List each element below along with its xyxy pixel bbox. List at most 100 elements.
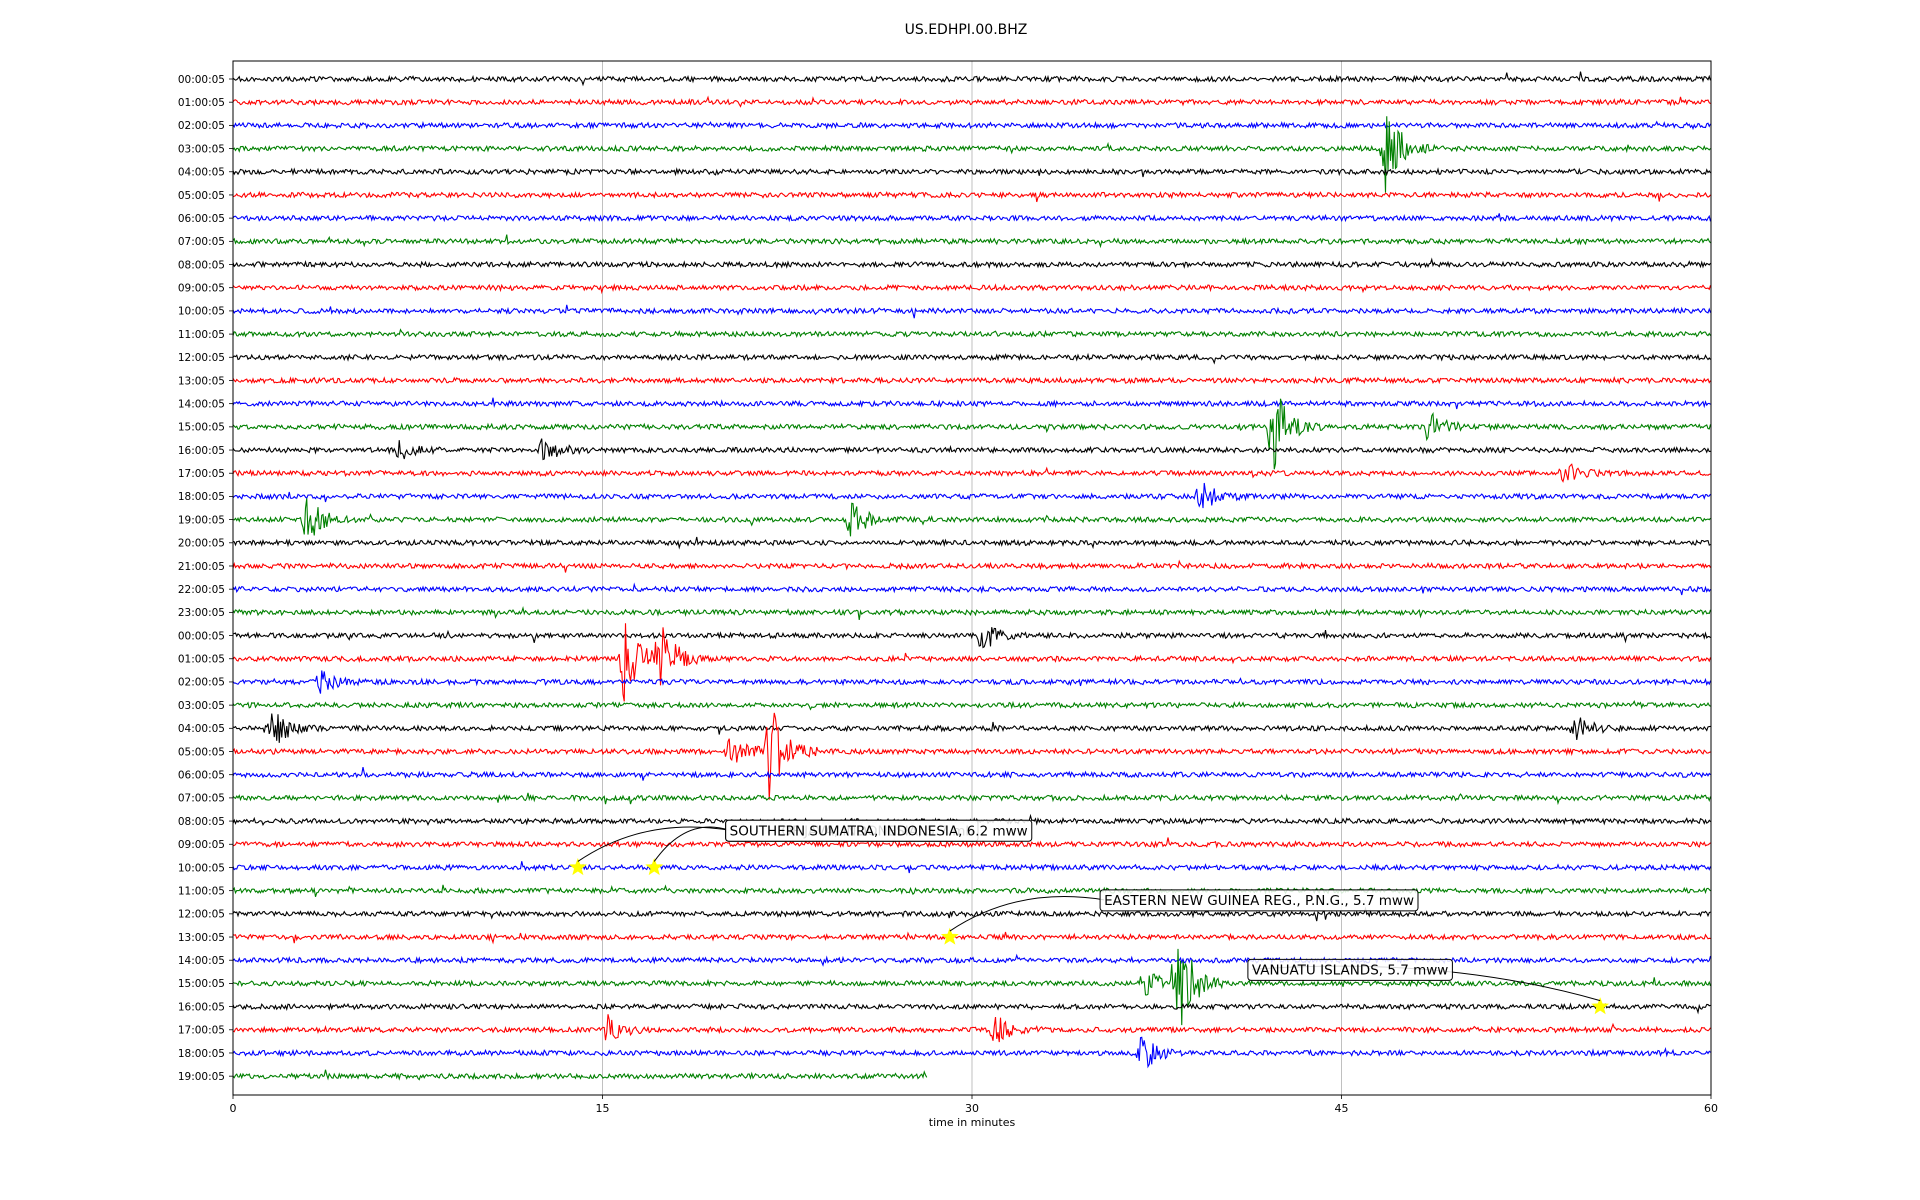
x-axis-title: time in minutes [929, 1116, 1016, 1129]
row-time-label: 04:00:05 [178, 723, 225, 735]
trace-row [232, 398, 1712, 470]
row-time-label: 05:00:05 [178, 190, 225, 202]
row-time-label: 05:00:05 [178, 746, 225, 758]
trace-row [232, 1014, 1711, 1043]
x-axis-ticks: 0 15 30 45 60 [230, 1095, 1718, 1115]
x-tick-label: 60 [1704, 1102, 1718, 1115]
trace-row [232, 304, 1712, 319]
row-time-label: 06:00:05 [178, 213, 225, 225]
trace-row [232, 71, 1712, 87]
row-time-label: 22:00:05 [178, 584, 225, 596]
row-time-label: 00:00:05 [178, 630, 225, 642]
row-time-label: 15:00:05 [178, 978, 225, 990]
chart-title: US.EDHPI.00.BHZ [905, 22, 1028, 38]
row-time-label: 16:00:05 [178, 445, 225, 457]
row-time-label: 14:00:05 [178, 955, 225, 967]
trace-row [232, 1036, 1711, 1069]
trace-row [232, 397, 1711, 410]
trace-row [232, 536, 1711, 550]
row-time-label: 01:00:05 [178, 654, 225, 666]
annotation-text: VANUATU ISLANDS, 5.7 mww [1252, 962, 1448, 978]
trace-row [232, 120, 1711, 131]
event-star-icon [568, 858, 587, 876]
x-tick-label: 30 [965, 1102, 979, 1115]
trace-row [232, 438, 1711, 461]
row-time-label: 12:00:05 [178, 352, 225, 364]
row-time-label: 09:00:05 [178, 839, 225, 851]
trace-row [232, 953, 1712, 967]
trace-row [232, 700, 1711, 711]
row-time-label: 08:00:05 [178, 816, 225, 828]
annotation-text: EASTERN NEW GUINEA REG., P.N.G., 5.7 mww [1104, 893, 1414, 909]
trace-row [232, 234, 1711, 249]
row-time-label: 16:00:05 [178, 1001, 225, 1013]
trace-row [232, 670, 1712, 694]
row-time-label: 10:00:05 [178, 306, 225, 318]
trace-row [232, 712, 1711, 800]
x-tick-label: 15 [596, 1102, 610, 1115]
trace-row [232, 482, 1711, 509]
row-time-label: 10:00:05 [178, 862, 225, 874]
event-star-icon [1591, 997, 1610, 1015]
row-time-label: 17:00:05 [178, 1025, 225, 1037]
row-time-label: 20:00:05 [178, 538, 225, 550]
trace-row [232, 767, 1711, 781]
trace-row [232, 190, 1711, 203]
row-time-label: 02:00:05 [178, 120, 225, 132]
row-time-label: 03:00:05 [178, 143, 225, 155]
trace-row [232, 559, 1711, 573]
trace-row [232, 792, 1712, 806]
trace-row [232, 605, 1712, 620]
annotation-box [725, 819, 1033, 842]
trace-row [232, 498, 1711, 537]
row-time-label: 14:00:05 [178, 398, 225, 410]
row-time-label: 19:00:05 [178, 514, 225, 526]
row-time-label: 07:00:05 [178, 236, 225, 248]
trace-row [232, 463, 1711, 483]
annotation-box [1099, 889, 1419, 912]
event-markers [568, 858, 1610, 1015]
row-time-label: 17:00:05 [178, 468, 225, 480]
x-tick-label: 0 [230, 1102, 237, 1115]
trace-row [232, 623, 1712, 702]
trace-row [232, 116, 1711, 193]
trace-row [232, 627, 1711, 649]
row-time-label: 13:00:05 [178, 375, 225, 387]
trace-row [232, 328, 1711, 339]
trace-row [232, 582, 1711, 596]
trace-row [232, 213, 1712, 223]
trace-row [232, 95, 1711, 108]
annotation-label: SOUTHERN SUMATRA, INDONESIA, 6.2 mww [725, 819, 1033, 842]
annotation-label: VANUATU ISLANDS, 5.7 mww [1247, 958, 1453, 981]
grid-lines [602, 61, 1342, 1095]
row-time-label: 19:00:05 [178, 1071, 225, 1083]
trace-row [232, 931, 1711, 945]
row-time-labels: 00:00:05 01:00:05 02:00:05 03:00:05 04:00:05… [178, 74, 233, 1083]
trace-row [232, 836, 1711, 849]
row-time-label: 00:00:05 [178, 74, 225, 86]
trace-row [232, 906, 1711, 922]
row-time-label: 21:00:05 [178, 561, 225, 573]
row-time-label: 13:00:05 [178, 932, 225, 944]
row-time-label: 09:00:05 [178, 283, 225, 295]
trace-row [232, 948, 1712, 1026]
annotation-label: EASTERN NEW GUINEA REG., P.N.G., 5.7 mww [1099, 889, 1419, 912]
trace-row [232, 257, 1711, 270]
trace-row [232, 861, 1712, 874]
annotation-connector [949, 896, 1105, 932]
annotation-box [1247, 958, 1453, 981]
row-time-label: 15:00:05 [178, 422, 225, 434]
row-time-label: 02:00:05 [178, 677, 225, 689]
x-tick-label: 45 [1335, 1102, 1349, 1115]
trace-row [232, 713, 1711, 743]
trace-row [232, 1069, 928, 1081]
trace-row [232, 167, 1711, 178]
trace-row [232, 1002, 1711, 1015]
row-time-label: 01:00:05 [178, 97, 225, 109]
row-time-label: 04:00:05 [178, 167, 225, 179]
event-star-icon [645, 858, 664, 876]
trace-row [232, 375, 1711, 385]
row-time-label: 18:00:05 [178, 491, 225, 503]
row-time-label: 08:00:05 [178, 259, 225, 271]
trace-layer [232, 71, 1712, 1081]
